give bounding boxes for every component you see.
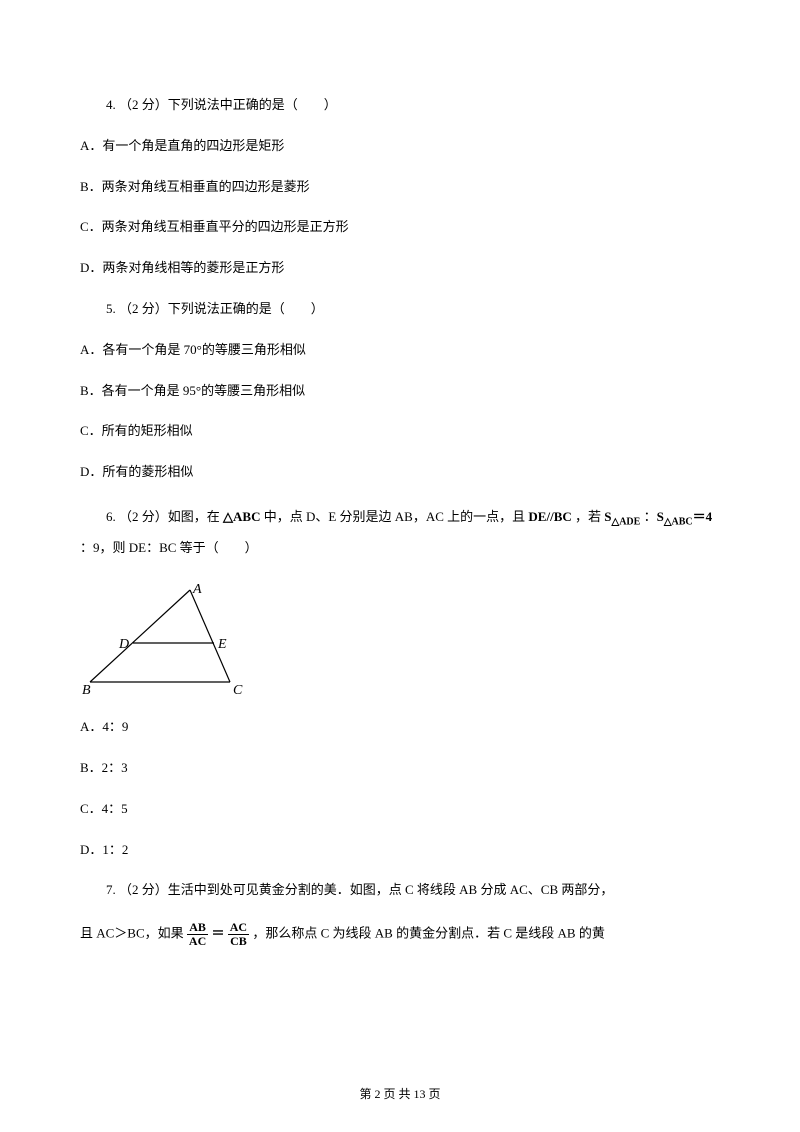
q4-option-d: D．两条对角线相等的菱形是正方形 [80, 258, 720, 279]
page-content: 4. （2 分）下列说法中正确的是（ ） A．有一个角是直角的四边形是矩形 B．… [0, 0, 800, 949]
q6-de-bc: DE//BC [528, 509, 571, 524]
svg-text:B: B [82, 683, 91, 697]
q6-triangle-abc: △ABC [223, 509, 260, 524]
q6-option-d: D．1：2 [80, 840, 720, 861]
page-footer: 第 2 页 共 13 页 [0, 1085, 800, 1102]
q6-option-a: A．4：9 [80, 717, 720, 738]
svg-text:D: D [118, 637, 129, 652]
q5-option-d: D．所有的菱形相似 [80, 462, 720, 483]
q6-stem-end: ：9，则 DE：BC 等于（ ） [80, 540, 258, 555]
q6-s-ade: S [604, 509, 611, 524]
q5-option-b: B．各有一个角是 95°的等腰三角形相似 [80, 381, 720, 402]
svg-text:C: C [233, 683, 243, 697]
q7-frac1-num: AB [187, 921, 208, 935]
q7-eq: ＝ [212, 926, 225, 941]
q6-s-abc: S [657, 509, 664, 524]
svg-text:A: A [192, 582, 202, 597]
q6-eq4: ＝4 [693, 509, 713, 524]
svg-text:E: E [217, 637, 227, 652]
q6-colon1: ： [640, 509, 656, 524]
q7-line1: 7. （2 分）生活中到处可见黄金分割的美．如图，点 C 将线段 AB 分成 A… [80, 880, 720, 901]
triangle-figure: A B C D E [80, 582, 250, 697]
q5-option-a: A．各有一个角是 70°的等腰三角形相似 [80, 340, 720, 361]
q6-stem-pre: 6. （2 分）如图，在 [106, 509, 223, 524]
q7-line2: 且 AC＞BC，如果 AB AC ＝ AC CB ，那么称点 C 为线段 AB … [80, 921, 720, 948]
q6-stem-mid2: ，若 [572, 509, 605, 524]
q6-option-b: B．2：3 [80, 758, 720, 779]
q6-option-c: C．4：5 [80, 799, 720, 820]
q6-stem: 6. （2 分）如图，在 △ABC 中，点 D、E 分别是边 AB，AC 上的一… [80, 503, 720, 562]
q6-stem-mid1: 中，点 D、E 分别是边 AB，AC 上的一点，且 [260, 509, 528, 524]
q4-stem: 4. （2 分）下列说法中正确的是（ ） [80, 95, 720, 116]
q6-figure: A B C D E [80, 582, 720, 697]
q7-line2-post: ，那么称点 C 为线段 AB 的黄金分割点．若 C 是线段 AB 的黄 [252, 926, 604, 941]
q4-option-c: C．两条对角线互相垂直平分的四边形是正方形 [80, 217, 720, 238]
q7-frac1-den: AC [187, 935, 208, 948]
q6-s-abc-sub: △ABC [664, 517, 693, 528]
q7-frac1: AB AC [187, 921, 208, 948]
q7-line2-pre: 且 AC＞BC，如果 [80, 926, 187, 941]
q6-s-ade-sub: △ADE [612, 517, 641, 528]
q7-frac2-num: AC [228, 921, 249, 935]
q5-option-c: C．所有的矩形相似 [80, 421, 720, 442]
q5-stem: 5. （2 分）下列说法正确的是（ ） [80, 299, 720, 320]
q4-option-a: A．有一个角是直角的四边形是矩形 [80, 136, 720, 157]
q7-frac2: AC CB [228, 921, 249, 948]
q7-frac2-den: CB [228, 935, 249, 948]
q4-option-b: B．两条对角线互相垂直的四边形是菱形 [80, 177, 720, 198]
